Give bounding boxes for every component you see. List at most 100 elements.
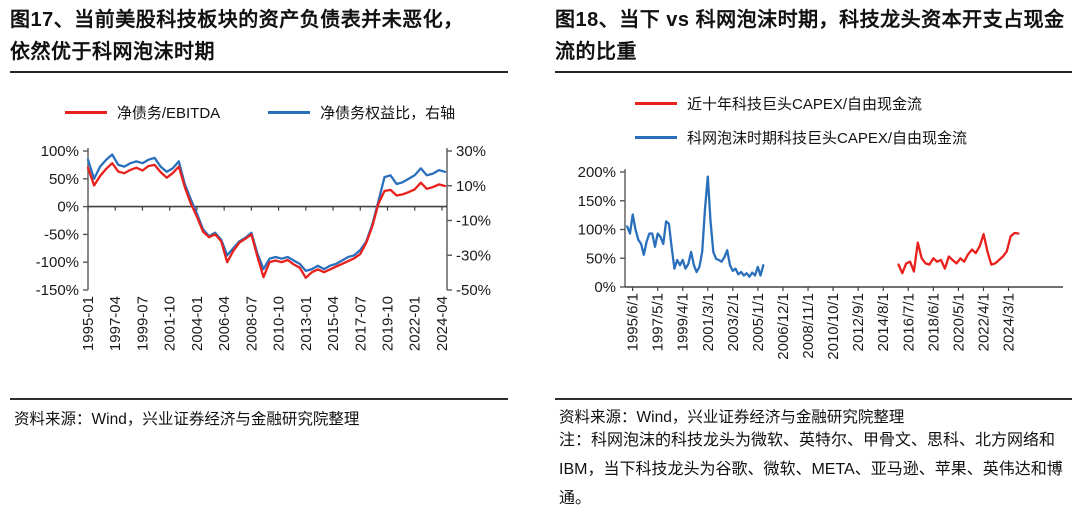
svg-text:2001/3/1: 2001/3/1 xyxy=(700,293,717,351)
right-axis-tick-label: -10% xyxy=(456,213,491,230)
x-axis-tick-label: 2010-10 xyxy=(271,296,288,351)
blue-line-swatch xyxy=(268,110,311,114)
x-axis-tick-label: 1995/6/1 xyxy=(625,293,642,351)
left-axis-tick-label: 0% xyxy=(594,279,616,296)
svg-text:2012/9/1: 2012/9/1 xyxy=(850,293,867,351)
svg-text:2013-01: 2013-01 xyxy=(298,296,315,351)
x-axis-tick-label: 2001-10 xyxy=(162,296,179,351)
left-axis-tick-label: 100% xyxy=(578,222,616,239)
svg-text:2024/3/1: 2024/3/1 xyxy=(1001,293,1018,351)
right-axis-tick-label: 10% xyxy=(456,178,486,195)
legend-label-net-debt-equity: 净债务权益比，右轴 xyxy=(320,104,456,122)
x-axis-tick-label: 1999-07 xyxy=(135,296,152,351)
x-axis-tick-label: 2008/11/1 xyxy=(800,293,817,359)
svg-text:2010-10: 2010-10 xyxy=(271,296,288,351)
right-axis-tick-label: -50% xyxy=(456,282,491,299)
figure-18-note: 注：科网泡沫的科技龙头为微软、英特尔、甲骨文、思科、北方网络和 IBM，当下科技… xyxy=(559,432,1063,508)
svg-text:1995-01: 1995-01 xyxy=(80,296,97,351)
legend-item-capex-dotcom: 科网泡沫时期科技巨头CAPEX/自由现金流 xyxy=(635,126,967,148)
right-axis-tick-label: 30% xyxy=(456,143,486,160)
x-axis-tick-label: 2010/10/1 xyxy=(825,293,842,360)
figure-18-legend: 近十年科技巨头CAPEX/自由现金流 科网泡沫时期科技巨头CAPEX/自由现金流 xyxy=(635,92,967,148)
svg-text:2019-10: 2019-10 xyxy=(380,296,397,351)
figure-17-title: 图17、当前美股科技板块的资产负债表并未恶化，依然优于科网泡沫时期 xyxy=(10,9,464,63)
figure-17-legend: 净债务/EBITDA 净债务权益比，右轴 xyxy=(10,101,510,123)
figure-panel-18: 图18、当下 vs 科网泡沫时期，科技龙头资本开支占现金流的比重 xyxy=(555,4,1075,68)
series-line-red xyxy=(86,162,447,279)
figure-18-title-underline xyxy=(555,71,1072,73)
x-axis-tick-label: 2005/1/1 xyxy=(750,293,767,351)
svg-text:2003/2/1: 2003/2/1 xyxy=(725,293,742,351)
left-axis-tick-label: 150% xyxy=(578,193,616,210)
legend-label-capex-recent-decade: 近十年科技巨头CAPEX/自由现金流 xyxy=(687,95,923,113)
left-axis-tick-label: 200% xyxy=(578,164,616,181)
x-axis-tick-label: 2003/2/1 xyxy=(725,293,742,351)
figure-18-title: 图18、当下 vs 科网泡沫时期，科技龙头资本开支占现金流的比重 xyxy=(555,9,1065,63)
svg-text:2017-07: 2017-07 xyxy=(352,296,369,351)
svg-text:2008-07: 2008-07 xyxy=(243,296,260,351)
x-axis-tick-label: 2001/3/1 xyxy=(700,293,717,351)
left-axis-tick-label: -100% xyxy=(36,254,79,271)
legend-item-net-debt-equity: 净债务权益比，右轴 xyxy=(268,101,455,123)
x-axis-tick-label: 2020/5/1 xyxy=(950,293,967,351)
series-line-blue xyxy=(86,153,447,273)
svg-text:2015-04: 2015-04 xyxy=(325,296,342,351)
svg-text:2018/6/1: 2018/6/1 xyxy=(925,293,942,351)
x-axis-tick-label: 2004-01 xyxy=(189,296,206,351)
x-axis-tick-label: 2013-01 xyxy=(298,296,315,351)
red-line-swatch xyxy=(64,110,107,114)
figure-18-footer-rule xyxy=(555,398,1072,400)
x-axis-tick-label: 2017-07 xyxy=(352,296,369,351)
series-line-red xyxy=(897,231,1020,275)
left-axis-tick-label: 100% xyxy=(41,143,79,160)
x-axis-tick-label: 1997/5/1 xyxy=(650,293,667,351)
x-axis-tick-label: 1995-01 xyxy=(80,296,97,351)
svg-text:2010/10/1: 2010/10/1 xyxy=(825,293,842,360)
x-axis-tick-label: 2016/7/1 xyxy=(900,293,917,351)
left-axis-tick-label: -50% xyxy=(44,226,79,243)
x-axis-tick-label: 1999/4/1 xyxy=(675,293,692,351)
x-axis-tick-label: 2024-04 xyxy=(434,296,451,351)
svg-text:2008/11/1: 2008/11/1 xyxy=(800,293,817,359)
svg-text:2022-01: 2022-01 xyxy=(407,296,424,351)
left-axis-tick-label: -150% xyxy=(36,282,79,299)
blue-line-swatch xyxy=(635,135,677,139)
svg-text:1997-04: 1997-04 xyxy=(107,296,124,351)
x-axis-tick-label: 2014/8/1 xyxy=(875,293,892,351)
svg-text:2004-01: 2004-01 xyxy=(189,296,206,351)
svg-text:2006/12/1: 2006/12/1 xyxy=(775,293,792,360)
figure-panel-17: 图17、当前美股科技板块的资产负债表并未恶化，依然优于科网泡沫时期 xyxy=(10,4,510,68)
x-axis-tick-label: 2006/12/1 xyxy=(775,293,792,360)
left-axis-tick-label: 50% xyxy=(49,171,79,188)
svg-text:1999/4/1: 1999/4/1 xyxy=(675,293,692,351)
svg-text:1995/6/1: 1995/6/1 xyxy=(625,293,642,351)
right-axis-tick-label: -30% xyxy=(456,247,491,264)
svg-text:2022/4/1: 2022/4/1 xyxy=(976,293,993,351)
legend-label-net-debt-ebitda: 净债务/EBITDA xyxy=(116,104,221,122)
red-line-swatch xyxy=(635,101,677,105)
x-axis-tick-label: 1997-04 xyxy=(107,296,124,351)
svg-text:2001-10: 2001-10 xyxy=(162,296,179,351)
figure-18-source: 资料来源：Wind，兴业证券经济与金融研究院整理 xyxy=(559,409,905,426)
x-axis-tick-label: 2006-04 xyxy=(216,296,233,351)
x-axis-tick-label: 2018/6/1 xyxy=(925,293,942,351)
svg-text:2006-04: 2006-04 xyxy=(216,296,233,351)
svg-text:2024-04: 2024-04 xyxy=(434,296,451,351)
x-axis-tick-label: 2015-04 xyxy=(325,296,342,351)
legend-item-capex-recent-decade: 近十年科技巨头CAPEX/自由现金流 xyxy=(635,92,967,114)
left-axis-tick-label: 50% xyxy=(586,250,616,267)
x-axis-tick-label: 2012/9/1 xyxy=(850,293,867,351)
svg-text:1999-07: 1999-07 xyxy=(135,296,152,351)
x-axis-tick-label: 2022/4/1 xyxy=(976,293,993,351)
net-debt-dual-axis-chart: 100% 50% 0% -50% -100% -150% 30% 10% -10% -30% -50… xyxy=(36,143,491,351)
figure-17-title-underline xyxy=(10,71,508,73)
figure-17-source: 资料来源：Wind，兴业证券经济与金融研究院整理 xyxy=(14,411,360,428)
left-axis-tick-label: 0% xyxy=(57,199,79,216)
svg-text:1997/5/1: 1997/5/1 xyxy=(650,293,667,351)
x-axis-tick-label: 2008-07 xyxy=(243,296,260,351)
legend-label-capex-dotcom: 科网泡沫时期科技巨头CAPEX/自由现金流 xyxy=(687,129,968,147)
legend-item-net-debt-ebitda: 净债务/EBITDA xyxy=(64,101,221,123)
x-axis-tick-label: 2022-01 xyxy=(407,296,424,351)
svg-text:2005/1/1: 2005/1/1 xyxy=(750,293,767,351)
